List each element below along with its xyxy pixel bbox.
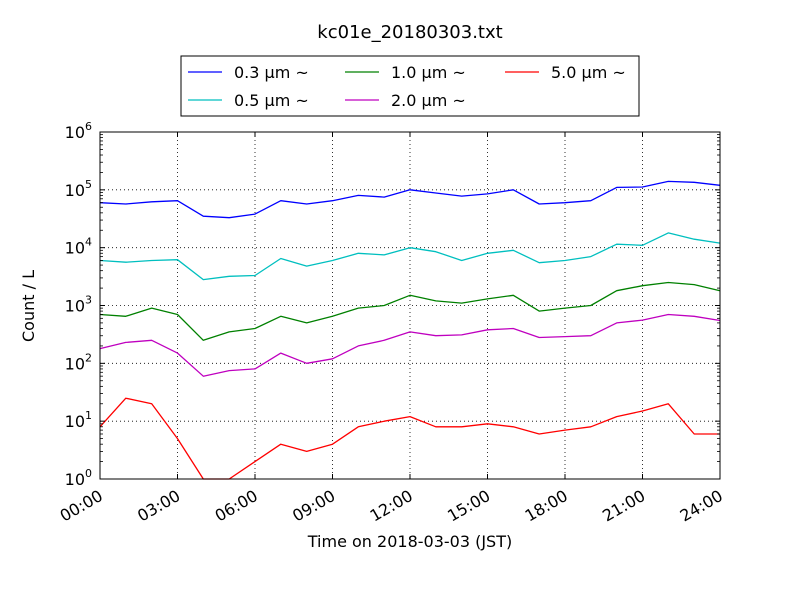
y-tick-label: 104 — [65, 236, 92, 258]
legend-label: 0.5 μm ~ — [234, 91, 309, 110]
x-axis-label: Time on 2018-03-03 (JST) — [307, 532, 512, 551]
legend-label: 0.3 μm ~ — [234, 63, 309, 82]
legend-label: 2.0 μm ~ — [391, 91, 466, 110]
y-axis-label: Count / L — [19, 270, 38, 342]
series-line-3 — [99, 313, 721, 377]
legend-box — [180, 55, 640, 117]
legend-label: 1.0 μm ~ — [391, 63, 466, 82]
y-tick-label: 106 — [65, 120, 92, 142]
y-tick-label: 105 — [65, 178, 92, 200]
y-tick-label: 103 — [65, 294, 92, 316]
grid-lines — [100, 132, 720, 479]
series-line-2 — [99, 281, 721, 341]
y-tick-label: 101 — [65, 409, 92, 431]
y-tick-label: 100 — [65, 467, 92, 489]
chart-title: kc01e_20180303.txt — [317, 22, 502, 43]
series-line-1 — [99, 232, 721, 281]
legend: 0.3 μm ~ 0.5 μm ~ 1.0 μm ~ 2.0 μm ~ 5.0 μm ~ — [180, 55, 640, 117]
series-line-0 — [99, 180, 721, 219]
legend-label: 5.0 μm ~ — [551, 63, 626, 82]
y-tick-label: 102 — [65, 351, 92, 373]
